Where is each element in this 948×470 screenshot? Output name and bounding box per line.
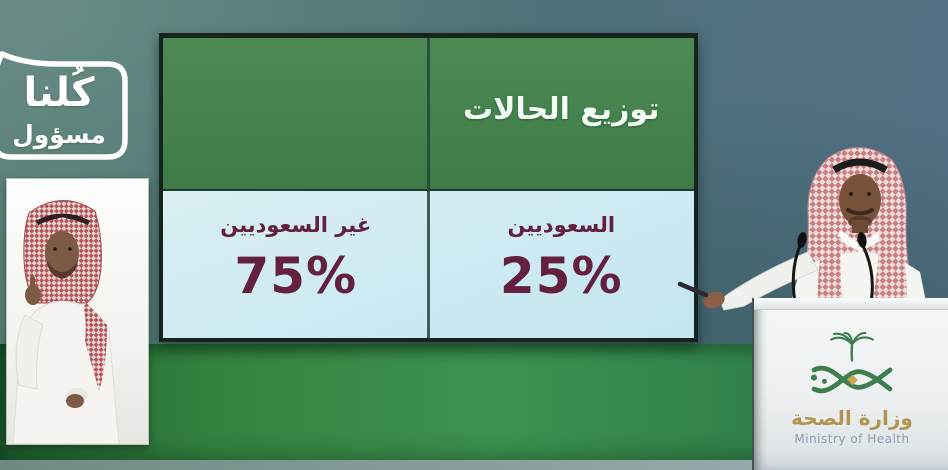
spokesperson-figure	[660, 112, 948, 312]
speech-bubble-icon	[0, 51, 128, 160]
interpreter-raised-arm	[15, 314, 44, 390]
panel-non-saudis-label: غير السعوديين	[220, 213, 372, 237]
interpreter-shemagh-drape	[83, 303, 107, 391]
podium: وزارة الصحة Ministry of Health	[752, 298, 948, 470]
interpreter-waist-hand	[66, 394, 84, 408]
pointer-pen-icon	[677, 281, 709, 298]
presenter-agal	[832, 158, 888, 174]
panel-saudis-label: السعوديين	[507, 213, 616, 237]
interpreter-agal	[35, 213, 91, 226]
panel-saudis: السعوديين 25%	[429, 191, 695, 338]
bottom-edge-strip	[0, 460, 948, 470]
campaign-badge-line2: مسؤول	[12, 120, 106, 149]
slide-title: توزيع الحالات	[463, 92, 660, 127]
ministry-name-english: Ministry of Health	[794, 432, 910, 446]
interpreter-raised-hand	[25, 285, 41, 305]
campaign-badge: كُلنا مسؤول	[0, 48, 134, 168]
panel-saudis-value: 25%	[499, 247, 623, 305]
panel-non-saudis-value: 75%	[234, 247, 358, 305]
presenter-hand	[703, 291, 725, 309]
ministry-name-arabic: وزارة الصحة	[791, 406, 913, 430]
podium-top-surface	[754, 298, 948, 310]
interpreter-figure	[12, 200, 120, 444]
slide-column-divider	[426, 38, 430, 338]
interpreter-face	[45, 231, 79, 275]
ministry-of-health-logo-icon	[810, 332, 893, 394]
campaign-badge-line1: كُلنا	[23, 70, 95, 116]
panel-non-saudis: غير السعوديين 75%	[163, 191, 429, 338]
sign-language-interpreter-inset	[6, 178, 149, 445]
cases-distribution-slide: توزيع الحالات غير السعوديين 75% السعوديي…	[159, 33, 698, 342]
